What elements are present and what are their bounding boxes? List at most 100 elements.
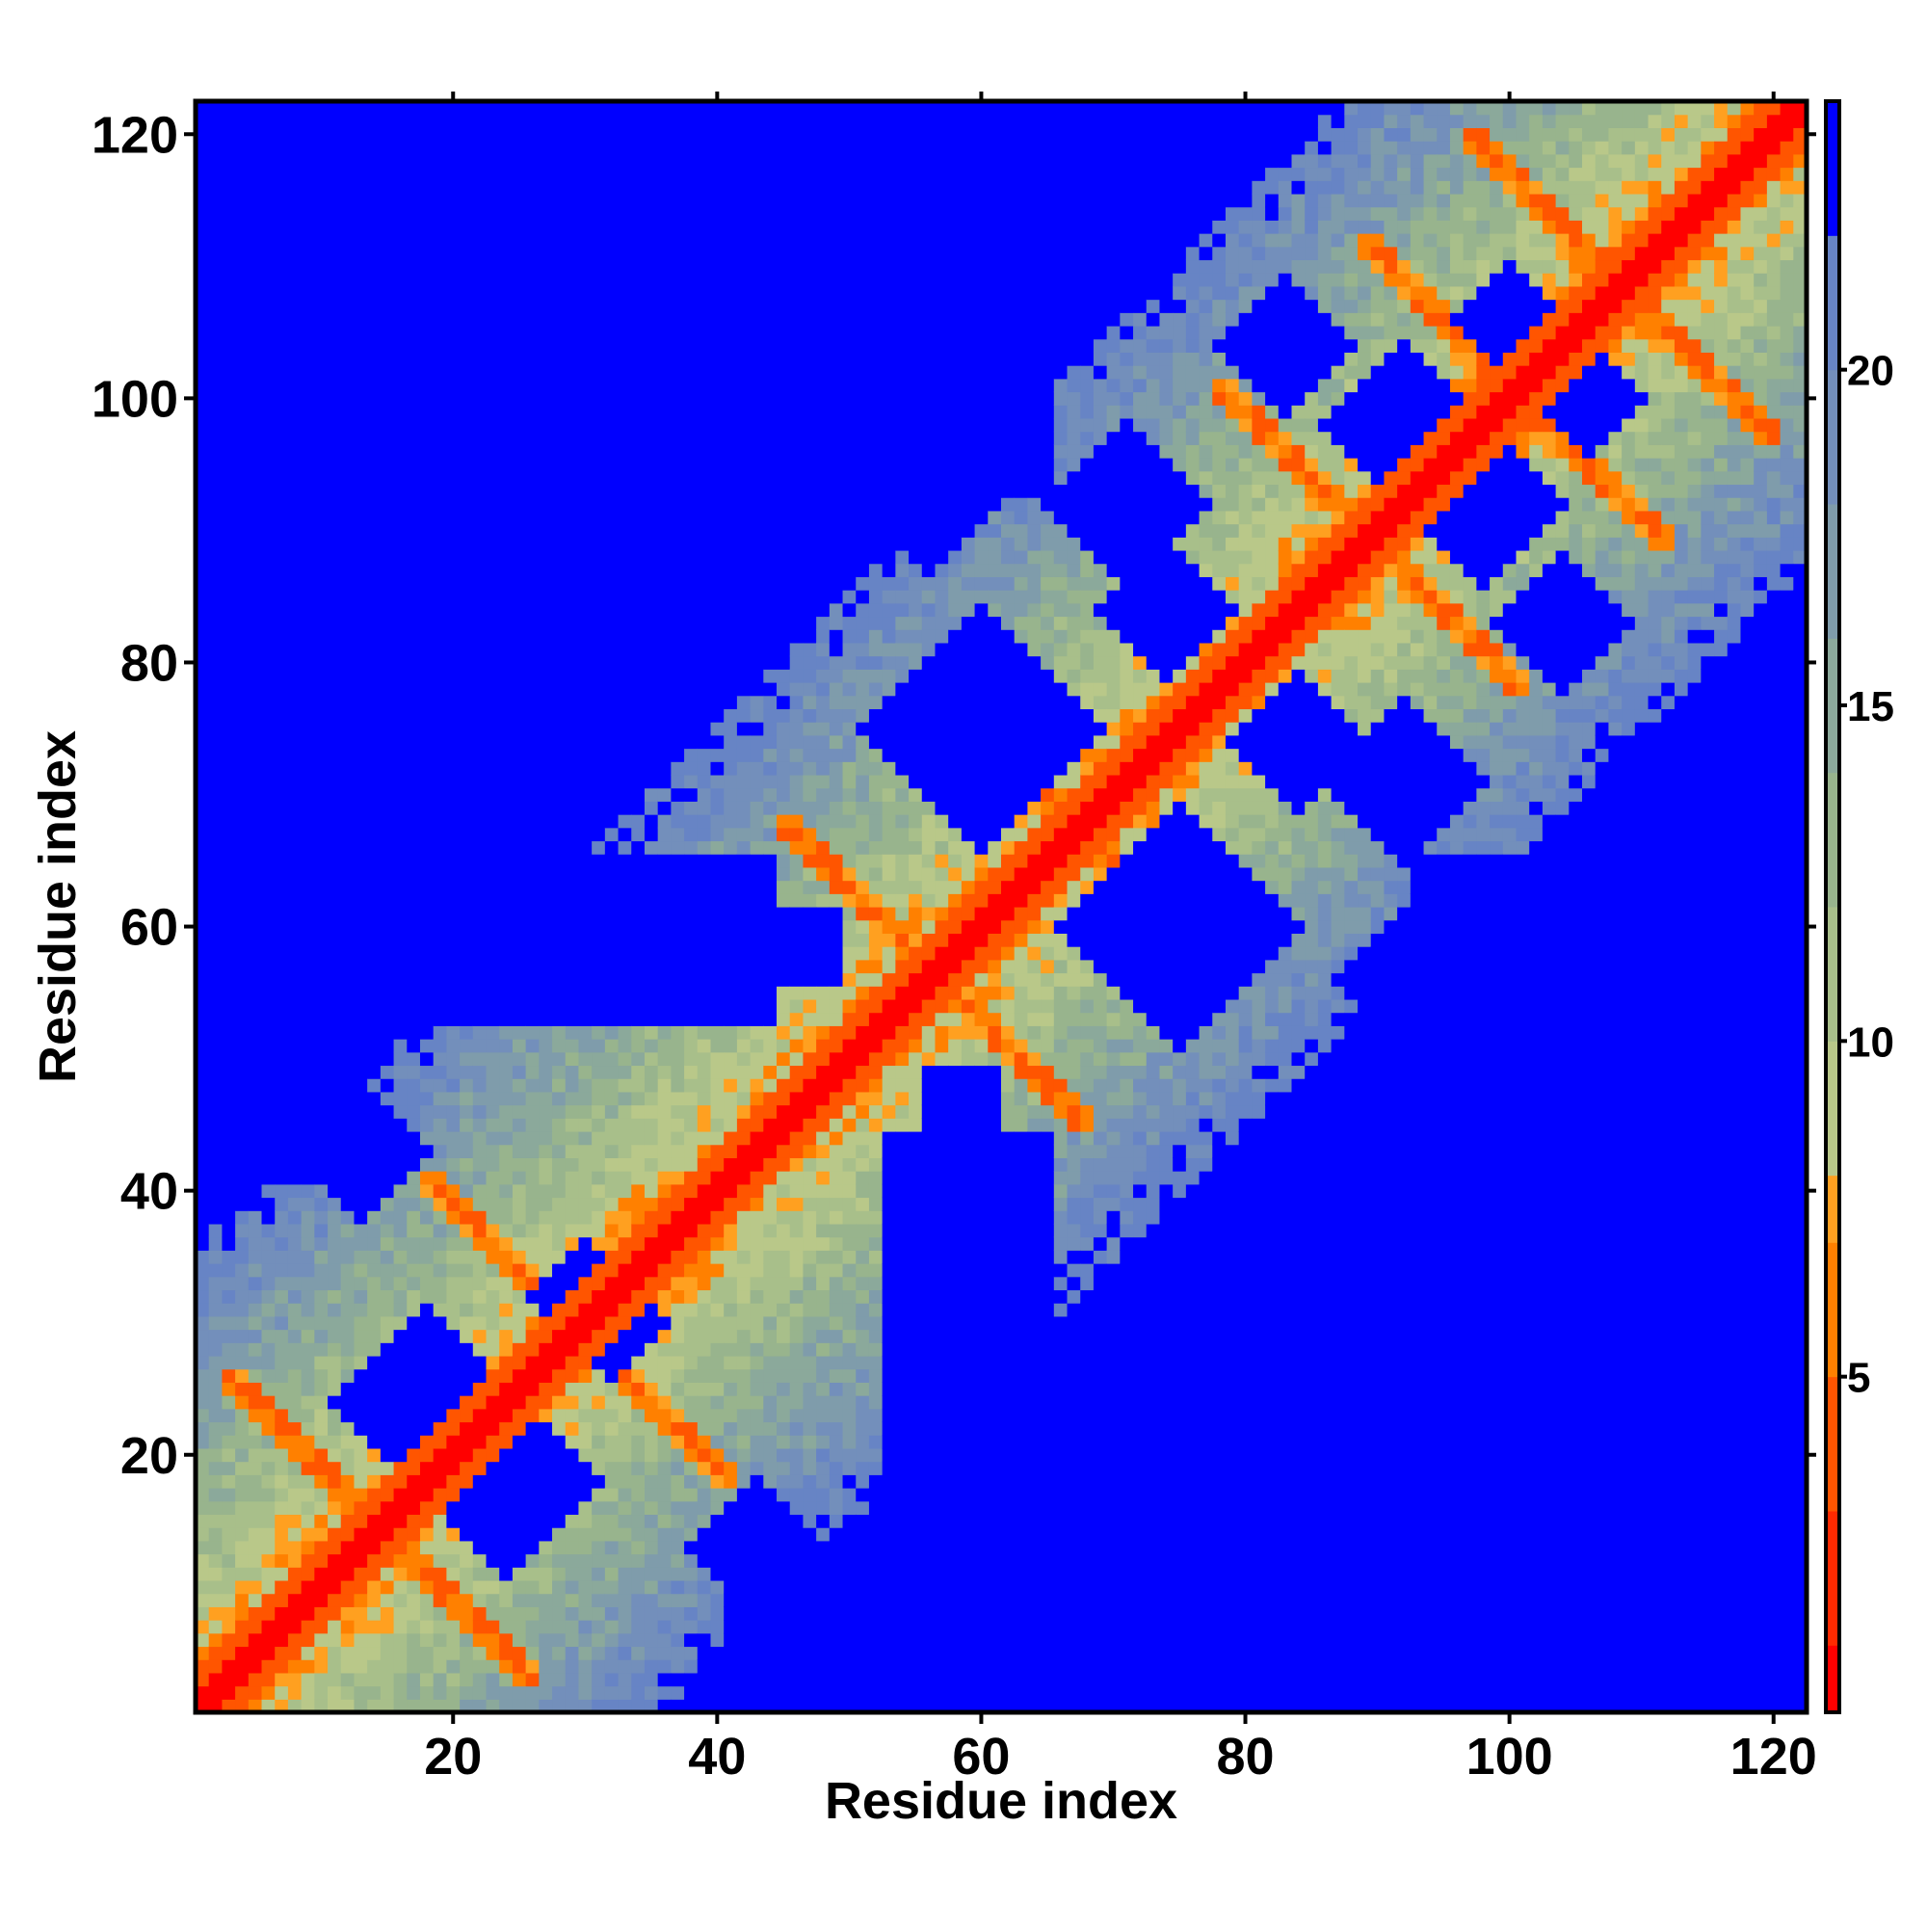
heatmap-cell xyxy=(604,787,620,802)
heatmap-cell xyxy=(499,1435,514,1449)
heatmap-cell xyxy=(222,1171,236,1185)
heatmap-cell xyxy=(724,1329,738,1343)
heatmap-cell xyxy=(301,101,315,116)
heatmap-cell xyxy=(525,880,540,894)
heatmap-cell xyxy=(367,167,382,181)
heatmap-cell xyxy=(710,497,725,512)
heatmap-cell xyxy=(275,285,289,301)
heatmap-cell xyxy=(499,576,514,591)
heatmap-cell xyxy=(340,285,356,301)
heatmap-cell xyxy=(618,1382,632,1396)
heatmap-cell xyxy=(222,1408,236,1423)
heatmap-cell xyxy=(604,866,620,882)
heatmap-cell xyxy=(472,1646,488,1660)
heatmap-cell xyxy=(407,880,421,894)
heatmap-cell xyxy=(512,259,527,274)
heatmap-cell xyxy=(604,1118,620,1132)
heatmap-cell xyxy=(592,299,606,313)
heatmap-cell xyxy=(631,774,646,789)
heatmap-cell xyxy=(433,1342,447,1357)
heatmap-cell xyxy=(697,602,712,618)
heatmap-cell xyxy=(684,141,699,155)
heatmap-cell xyxy=(354,814,368,829)
heatmap-cell xyxy=(287,510,303,525)
heatmap-cell xyxy=(644,497,659,512)
heatmap-cell xyxy=(393,1025,408,1040)
heatmap-cell xyxy=(235,444,250,459)
heatmap-cell xyxy=(512,946,527,961)
heatmap-cell xyxy=(499,814,514,829)
heatmap-cell xyxy=(208,1672,223,1687)
heatmap-cell xyxy=(208,1342,223,1357)
heatmap-cell xyxy=(499,1210,514,1225)
heatmap-cell xyxy=(433,1474,447,1489)
heatmap-cell xyxy=(433,1408,447,1423)
heatmap-cell xyxy=(565,1130,580,1146)
heatmap-cell xyxy=(340,458,356,472)
heatmap-cell xyxy=(604,193,620,208)
heatmap-cell xyxy=(196,893,210,908)
heatmap-cell xyxy=(340,814,356,829)
heatmap-cell xyxy=(657,1447,672,1463)
heatmap-cell xyxy=(328,1065,342,1079)
heatmap-cell xyxy=(644,273,659,287)
heatmap-cell xyxy=(552,1065,567,1079)
heatmap-cell xyxy=(604,1382,620,1396)
heatmap-cell xyxy=(235,1514,250,1528)
heatmap-cell xyxy=(710,1620,725,1634)
heatmap-cell xyxy=(275,1579,289,1595)
heatmap-cell xyxy=(644,1593,659,1607)
heatmap-cell xyxy=(486,405,500,419)
heatmap-cell xyxy=(631,880,646,894)
heatmap-cell xyxy=(419,1620,435,1634)
heatmap-cell xyxy=(261,180,276,195)
heatmap-cell xyxy=(592,391,606,406)
heatmap-cell xyxy=(446,563,461,577)
heatmap-cell xyxy=(301,259,315,274)
heatmap-cell xyxy=(287,365,303,380)
heatmap-cell xyxy=(512,417,527,433)
heatmap-cell xyxy=(248,1065,263,1079)
heatmap-cell xyxy=(552,444,567,459)
heatmap-cell xyxy=(604,1435,620,1449)
heatmap-cell xyxy=(499,1236,514,1251)
heatmap-cell xyxy=(499,801,514,815)
heatmap-cell xyxy=(367,946,382,961)
heatmap-cell xyxy=(657,484,672,498)
heatmap-cell xyxy=(433,642,447,657)
heatmap-cell xyxy=(604,880,620,894)
heatmap-cell xyxy=(710,1395,725,1410)
heatmap-cell xyxy=(684,312,699,327)
heatmap-cell xyxy=(287,206,303,221)
heatmap-cell xyxy=(393,708,408,723)
heatmap-cell xyxy=(644,708,659,723)
heatmap-cell xyxy=(671,1395,685,1410)
heatmap-cell xyxy=(380,167,395,181)
heatmap-cell xyxy=(196,352,210,366)
heatmap-cell xyxy=(367,444,382,459)
heatmap-cell xyxy=(592,801,606,815)
heatmap-cell xyxy=(235,801,250,815)
heatmap-cell xyxy=(604,907,620,921)
heatmap-cell xyxy=(287,854,303,868)
heatmap-cell xyxy=(684,1104,699,1119)
heatmap-cell xyxy=(275,1130,289,1146)
heatmap-cell xyxy=(499,907,514,921)
heatmap-cell xyxy=(525,840,540,855)
heatmap-cell xyxy=(196,959,210,974)
heatmap-cell xyxy=(671,431,685,445)
heatmap-cell xyxy=(525,1368,540,1383)
heatmap-cell xyxy=(419,405,435,419)
heatmap-cell xyxy=(618,1263,632,1278)
heatmap-cell xyxy=(460,695,474,710)
heatmap-cell xyxy=(472,325,488,340)
heatmap-cell xyxy=(684,1461,699,1475)
heatmap-cell xyxy=(314,510,329,525)
heatmap-cell xyxy=(525,933,540,947)
heatmap-cell xyxy=(618,1474,632,1489)
heatmap-cell xyxy=(539,986,553,1000)
heatmap-cell xyxy=(314,1540,329,1555)
heatmap-cell xyxy=(380,576,395,591)
heatmap-cell xyxy=(196,655,210,670)
heatmap-cell xyxy=(261,299,276,313)
